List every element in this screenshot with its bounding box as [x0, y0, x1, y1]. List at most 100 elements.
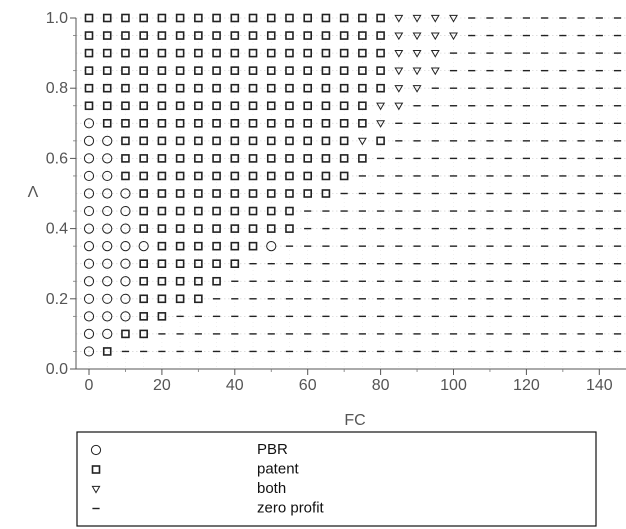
both-point: [430, 14, 440, 23]
patent-point: [303, 101, 313, 111]
patent-point: [157, 312, 167, 321]
patent-point: [121, 31, 130, 40]
patent-point: [139, 329, 148, 339]
patent-point: [358, 31, 367, 40]
patent-point: [139, 224, 148, 233]
patent-point: [230, 154, 240, 163]
pbr-point: [83, 346, 95, 357]
both-point: [449, 32, 458, 41]
y-tick-label: 0.2: [46, 291, 68, 308]
both-point: [430, 50, 440, 58]
both-point: [357, 137, 367, 146]
patent-point: [194, 206, 203, 216]
patent-point: [358, 48, 367, 58]
patent-point: [139, 259, 148, 269]
both-point: [376, 102, 386, 111]
patent-point: [230, 83, 240, 93]
y-tick-label: 0.4: [46, 221, 68, 238]
patent-point: [139, 48, 148, 58]
x-tick-label: 40: [226, 377, 244, 394]
pbr-point: [83, 258, 95, 269]
patent-point: [303, 13, 313, 23]
patent-point: [230, 119, 240, 128]
patent-point: [266, 206, 276, 216]
patent-point: [175, 276, 185, 286]
patent-point: [121, 119, 130, 128]
patent-point: [194, 241, 203, 251]
tick-labels: 0 20 40 60 80 100 120 140 0.0 0.2 0.4 0.6 0.8 1.0: [46, 10, 613, 394]
patent-point: [285, 101, 294, 111]
patent-point: [194, 171, 203, 181]
patent-point: [157, 119, 167, 128]
patent-point: [175, 294, 185, 304]
patent-point: [212, 31, 221, 40]
patent-point: [266, 101, 276, 111]
pbr-point: [102, 223, 113, 234]
pbr-point: [120, 258, 131, 269]
patent-point: [321, 119, 331, 128]
x-tick-label: 20: [153, 377, 171, 394]
patent-point: [248, 101, 258, 111]
patent-point: [303, 189, 313, 198]
patent-point: [230, 189, 240, 198]
patent-point: [102, 101, 112, 111]
pbr-point: [102, 276, 113, 287]
patent-point: [175, 48, 185, 58]
patent-point: [121, 83, 130, 93]
patent-point: [194, 66, 203, 75]
both-point: [412, 14, 422, 23]
pbr-point: [83, 205, 95, 217]
patent-point: [248, 83, 258, 93]
patent-point: [175, 101, 185, 111]
pbr-point: [102, 328, 113, 339]
patent-point: [230, 224, 240, 233]
patent-point: [285, 189, 294, 198]
patent-point: [266, 48, 276, 58]
patent-point: [157, 224, 167, 233]
legend: PBR patent both zero profit: [76, 431, 597, 527]
patent-point: [248, 13, 258, 23]
patent-point: [266, 154, 276, 163]
legend-triangle-marker: [91, 485, 101, 494]
patent-point: [230, 259, 240, 269]
both-point: [376, 120, 386, 128]
patent-point: [175, 119, 185, 128]
patent-point: [212, 101, 221, 111]
patent-point: [376, 66, 385, 75]
patent-point: [266, 224, 276, 233]
patent-point: [121, 66, 130, 75]
patent-point: [212, 83, 221, 93]
patent-point: [321, 13, 331, 23]
pbr-point: [120, 205, 131, 217]
pbr-point: [83, 188, 95, 199]
pbr-point: [83, 311, 95, 322]
patent-point: [175, 13, 185, 23]
patent-point: [230, 136, 240, 146]
patent-point: [175, 224, 185, 233]
patent-point: [157, 101, 167, 111]
patent-point: [339, 48, 349, 58]
pbr-point: [102, 311, 113, 322]
pbr-point: [83, 135, 95, 146]
patent-point: [266, 66, 276, 75]
patent-point: [285, 31, 294, 40]
patent-point: [102, 13, 112, 23]
patent-point: [212, 259, 221, 269]
pbr-point: [102, 205, 113, 217]
patent-point: [266, 13, 276, 23]
patent-point: [121, 154, 130, 163]
patent-point: [339, 154, 349, 163]
patent-point: [139, 31, 148, 40]
patent-point: [212, 189, 221, 198]
patent-point: [212, 224, 221, 233]
patent-point: [194, 294, 203, 304]
legend-label: both: [257, 480, 286, 497]
both-point: [412, 67, 422, 76]
patent-point: [321, 136, 331, 146]
pbr-point: [83, 170, 95, 182]
patent-point: [285, 154, 294, 163]
patent-point: [175, 154, 185, 163]
pbr-point: [83, 241, 95, 252]
both-point: [412, 32, 422, 41]
patent-point: [321, 189, 331, 198]
